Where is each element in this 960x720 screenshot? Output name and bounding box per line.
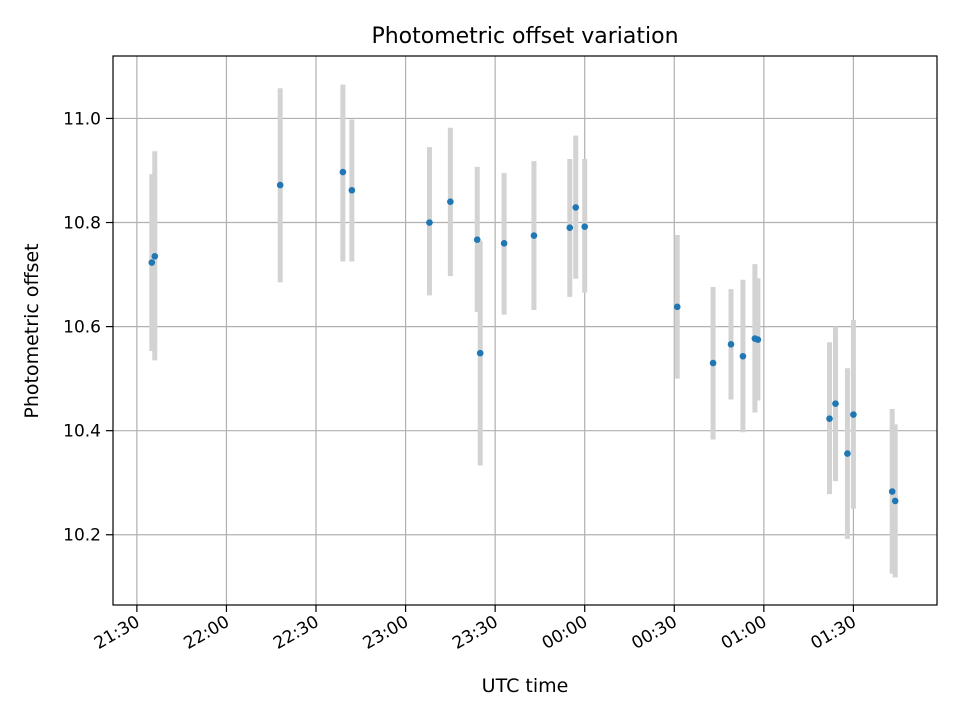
data-point bbox=[339, 168, 347, 176]
data-point bbox=[566, 224, 574, 232]
y-tick-label: 10.2 bbox=[63, 526, 101, 546]
y-tick-label: 10.8 bbox=[63, 214, 101, 234]
data-point bbox=[151, 253, 159, 260]
data-point bbox=[709, 359, 717, 367]
data-point bbox=[500, 240, 508, 247]
data-point bbox=[754, 336, 762, 343]
grid-lines bbox=[113, 56, 937, 605]
data-point bbox=[148, 259, 156, 266]
y-tick-label: 10.4 bbox=[63, 422, 101, 442]
data-point bbox=[739, 352, 747, 360]
x-axis-label: UTC time bbox=[482, 675, 569, 697]
data-point bbox=[850, 411, 857, 418]
data-point bbox=[348, 186, 356, 194]
data-point bbox=[276, 181, 284, 189]
data-point bbox=[888, 488, 896, 495]
data-point bbox=[530, 232, 538, 239]
data-point bbox=[844, 450, 851, 457]
chart-title: Photometric offset variation bbox=[371, 24, 678, 49]
data-point bbox=[572, 204, 580, 211]
data-point bbox=[673, 303, 681, 311]
y-tick-label: 11.0 bbox=[63, 109, 101, 129]
data-point bbox=[832, 400, 839, 407]
plot-frame bbox=[112, 55, 938, 606]
y-tick-label: 10.6 bbox=[63, 318, 101, 338]
y-axis-label: Photometric offset bbox=[21, 243, 43, 418]
data-point bbox=[447, 198, 454, 206]
data-point bbox=[826, 415, 833, 423]
data-points bbox=[148, 168, 899, 505]
y-axis-ticks: 10.2 10.4 10.6 10.8 11.0 bbox=[63, 109, 113, 546]
data-point bbox=[473, 236, 481, 243]
data-point bbox=[727, 340, 735, 348]
data-point bbox=[891, 497, 899, 505]
data-point bbox=[476, 349, 484, 357]
data-point bbox=[581, 223, 589, 230]
data-point bbox=[426, 219, 433, 226]
